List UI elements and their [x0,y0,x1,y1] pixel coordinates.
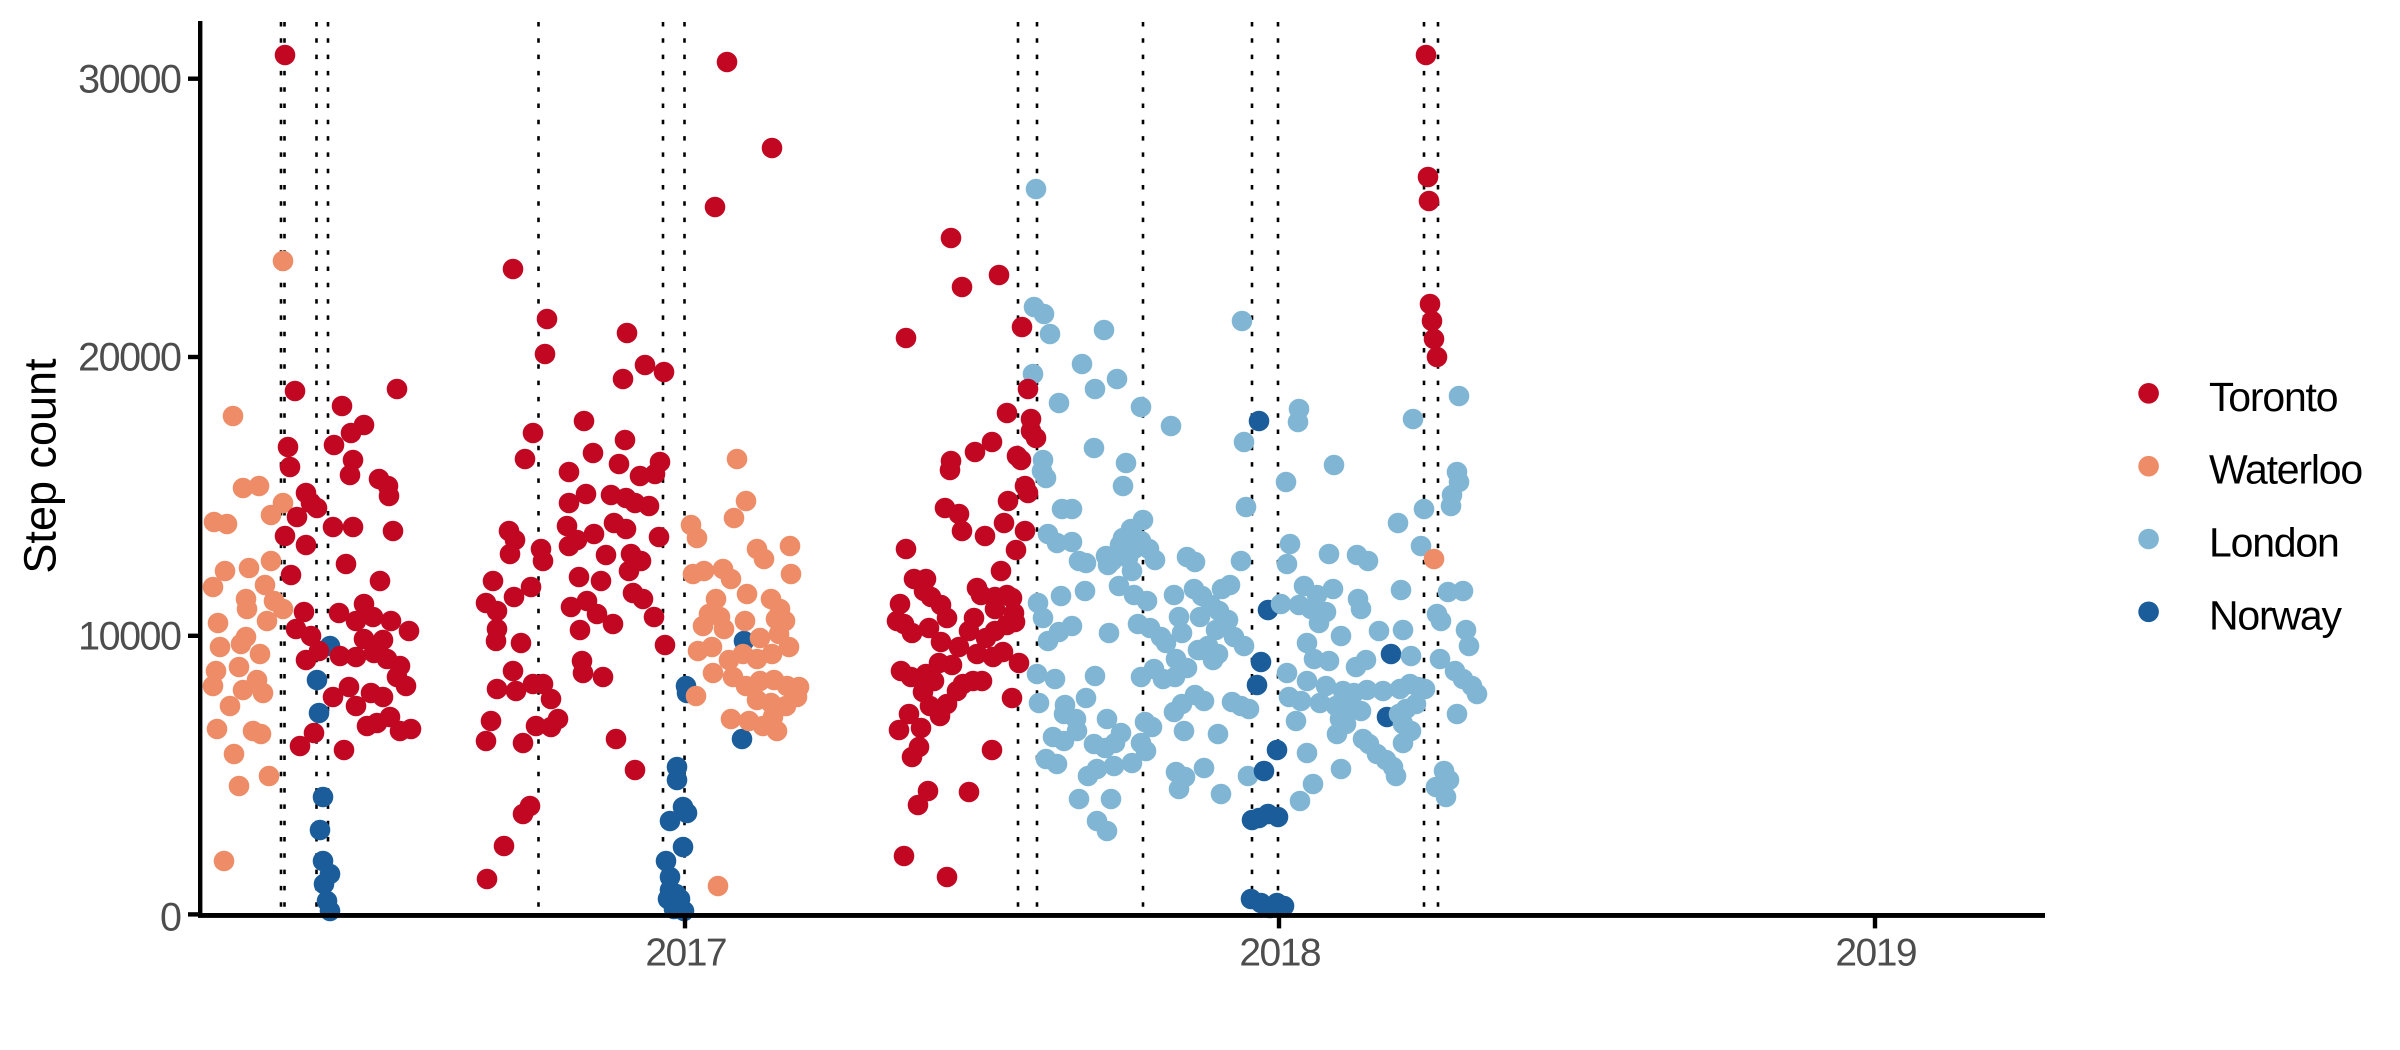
svg-text:20000: 20000 [78,336,181,380]
svg-text:2017: 2017 [645,932,726,975]
svg-text:Waterloo: Waterloo [2209,447,2362,493]
svg-text:2019: 2019 [1835,932,1916,975]
svg-text:Norway: Norway [2209,592,2342,638]
svg-text:10000: 10000 [78,615,181,659]
svg-text:0: 0 [160,896,181,940]
svg-text:London: London [2209,520,2339,566]
svg-text:Toronto: Toronto [2209,374,2338,420]
svg-text:30000: 30000 [78,57,181,101]
svg-text:Step count: Step count [15,358,66,574]
svg-text:2018: 2018 [1239,932,1320,975]
